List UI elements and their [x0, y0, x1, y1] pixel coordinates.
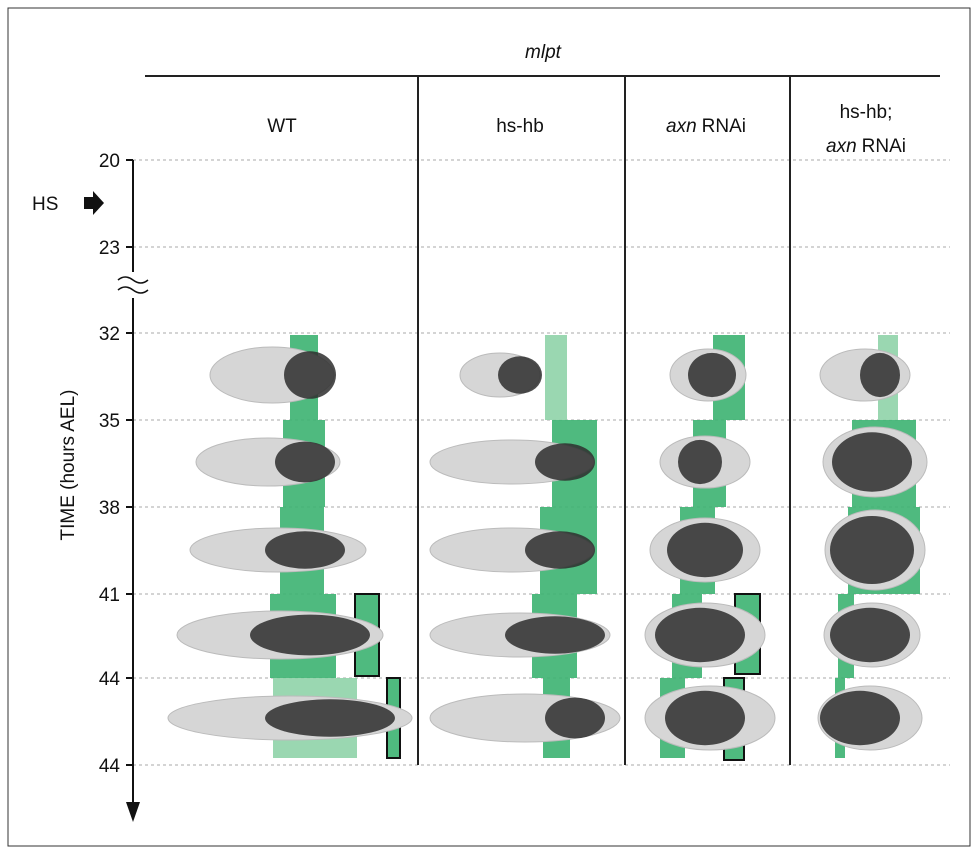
embryo-stain	[665, 690, 745, 746]
header-part: hs-hb	[496, 116, 544, 137]
heat-shock-arrow	[84, 191, 104, 215]
embryo-stain	[830, 516, 914, 584]
embryos	[167, 346, 928, 751]
heat-shock-label: HS	[32, 194, 58, 215]
column-header: WT	[267, 116, 297, 137]
gene-title: mlpt	[525, 42, 562, 63]
header-part: RNAi	[862, 136, 906, 157]
embryo-stain	[535, 443, 595, 481]
header-part: WT	[267, 116, 297, 137]
embryo-stain	[498, 356, 542, 394]
embryo-stain	[505, 616, 605, 654]
frame	[7, 7, 971, 847]
axis-arrow	[126, 802, 140, 822]
column-header: axn RNAi	[666, 116, 746, 137]
column-header: hs-hb;	[840, 102, 893, 123]
embryo-stain	[275, 441, 335, 483]
header-part: axn	[826, 136, 857, 157]
embryo-stain	[678, 439, 722, 485]
tick-label: 44	[99, 669, 121, 690]
tick-label: 23	[99, 238, 120, 259]
embryo-stain	[655, 607, 745, 663]
embryo-stain	[860, 352, 900, 398]
header-part: axn	[666, 116, 697, 137]
embryo-stain	[667, 522, 743, 578]
tick-label: 38	[99, 498, 120, 519]
axis-break	[117, 276, 149, 294]
embryo-stain	[525, 531, 595, 569]
embryo-stain	[265, 531, 345, 569]
column-header: hs-hb	[496, 116, 544, 137]
column-header: axn RNAi	[826, 136, 906, 157]
embryo-stain	[545, 697, 605, 739]
tick-label: 41	[99, 585, 120, 606]
embryo-stain	[820, 690, 900, 746]
embryo-stain	[832, 432, 912, 492]
expression-domains	[270, 335, 920, 761]
tick-label: 20	[99, 151, 120, 172]
axis-label: TIME (hours AEL)	[58, 390, 79, 541]
embryo-stain	[830, 607, 910, 663]
expression-domain	[545, 335, 567, 420]
embryo-stain	[688, 352, 736, 398]
tick-label: 44	[99, 756, 121, 777]
embryo-stain	[265, 699, 395, 737]
header-part: hs-hb;	[840, 102, 893, 123]
embryo-stain	[284, 351, 336, 399]
embryo-stain	[250, 614, 370, 656]
tick-label: 32	[99, 324, 120, 345]
header-part: RNAi	[702, 116, 746, 137]
tick-label: 35	[99, 411, 120, 432]
